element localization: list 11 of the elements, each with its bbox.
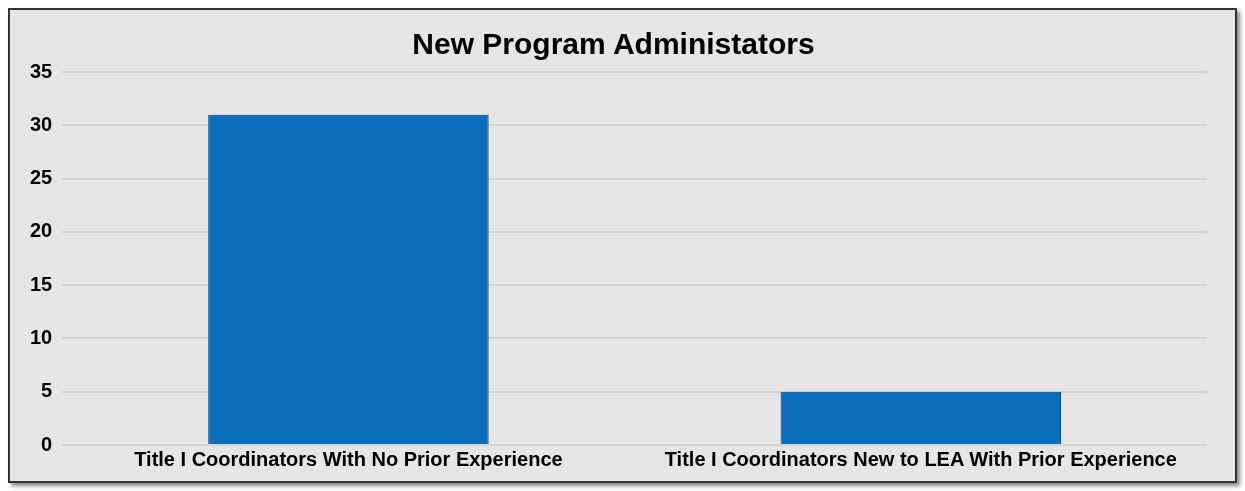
y-tick-label: 5: [41, 379, 53, 402]
x-tick-label: Title I Coordinators New to LEA With Prior Experience: [664, 447, 1177, 470]
y-tick-label: 15: [30, 272, 53, 295]
x-tick-label: Title I Coordinators With No Prior Experience: [134, 447, 563, 470]
y-tick-label: 35: [30, 59, 53, 82]
chart-title: New Program Administators: [412, 27, 815, 61]
y-tick-label: 20: [30, 219, 53, 242]
y-tick-label: 25: [30, 166, 53, 189]
y-tick-label: 10: [30, 325, 53, 348]
y-tick-label: 30: [30, 112, 53, 135]
y-tick-label: 0: [41, 432, 53, 455]
